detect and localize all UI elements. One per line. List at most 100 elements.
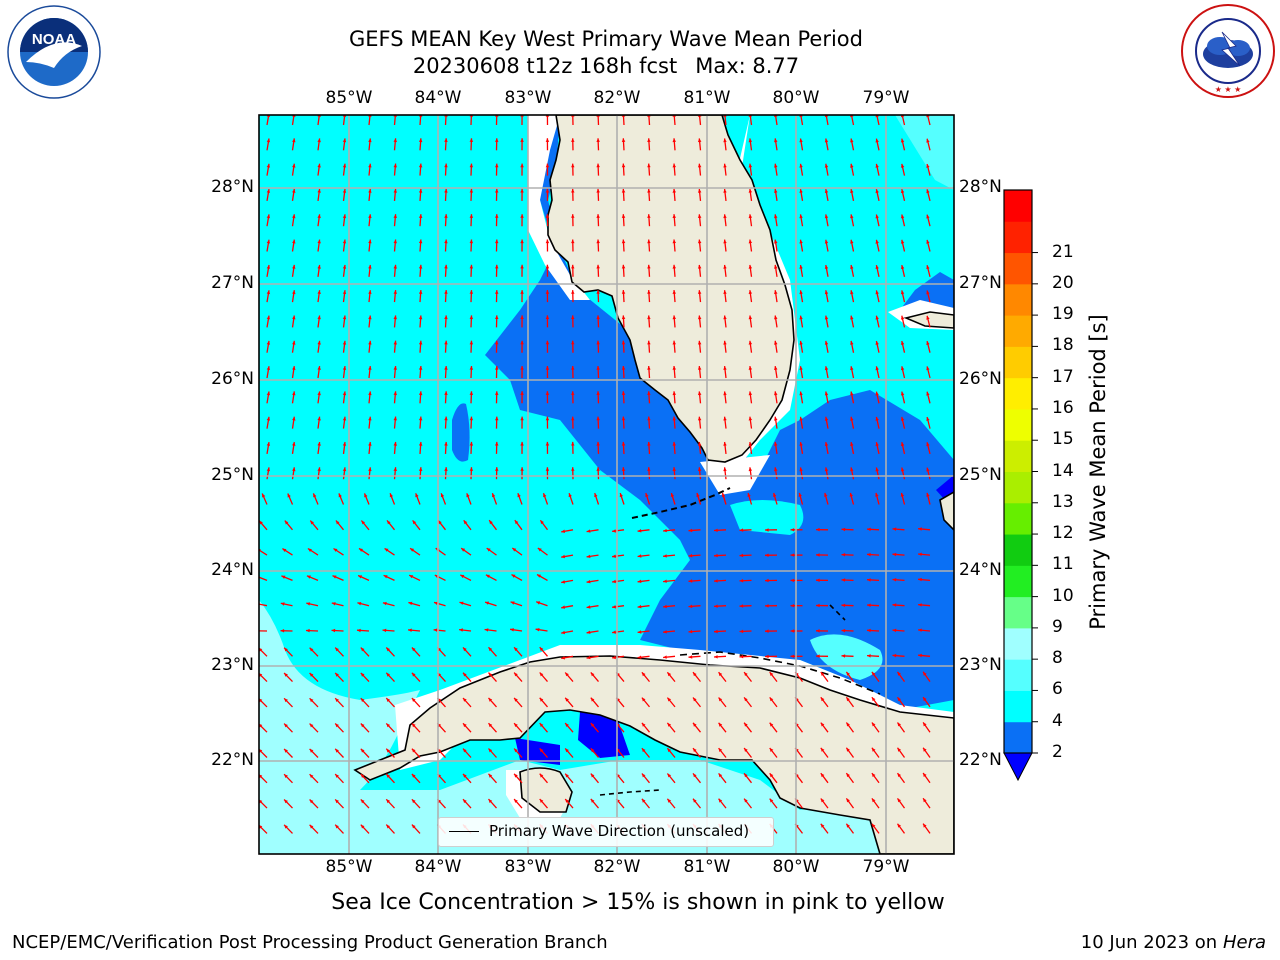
wave-arrowhead	[469, 264, 474, 269]
wave-arrowhead	[386, 748, 390, 753]
wave-arrowhead	[765, 578, 769, 583]
wave-arrowhead	[418, 138, 423, 143]
wave-arrowhead	[923, 671, 927, 676]
wave-arrowhead	[386, 824, 390, 829]
wave-arrowhead	[292, 467, 296, 472]
wave-arrowhead	[799, 239, 803, 244]
wave-arrowhead	[361, 520, 366, 525]
wave-arrowhead	[317, 290, 321, 294]
wave-arrowhead	[317, 264, 321, 269]
wave-arrowhead	[520, 441, 524, 446]
wave-arrowhead	[744, 748, 748, 752]
wave-arrowhead	[596, 441, 600, 446]
wave-arrowhead	[418, 467, 423, 471]
wave-arrowhead	[335, 824, 339, 829]
noaa-logo-text: NOAA	[32, 31, 76, 48]
wave-arrowhead	[850, 340, 854, 345]
wave-arrowhead	[590, 773, 595, 778]
wave-arrowhead	[773, 493, 777, 497]
colorbar-swatch	[1004, 346, 1032, 379]
colorbar-swatch	[1004, 283, 1032, 316]
wave-arrowhead	[444, 264, 448, 269]
wave-arrowhead	[384, 548, 389, 552]
wave-arrowhead	[841, 603, 846, 608]
wave-arrowhead	[342, 416, 347, 421]
wave-arrowhead	[892, 578, 897, 582]
wave-arrowhead	[697, 264, 702, 269]
wave-arrowhead	[748, 467, 753, 472]
wave-arrowhead	[641, 773, 646, 778]
wave-arrowhead	[561, 580, 565, 584]
wave-arrowhead	[672, 163, 676, 168]
wave-arrowhead	[926, 315, 930, 320]
wave-arrowhead	[469, 163, 474, 168]
wave-arrowhead	[463, 748, 467, 753]
wave-arrowhead	[900, 239, 905, 244]
wave-arrowhead	[718, 672, 723, 677]
period-zone-cyan-island	[730, 500, 804, 535]
nearshore-mask-keys	[700, 455, 770, 495]
wave-arrowhead	[357, 628, 361, 633]
wave-arrowhead	[266, 265, 271, 269]
wave-arrowhead	[748, 264, 753, 269]
wave-arrowhead	[672, 315, 676, 320]
wave-arrowhead	[393, 264, 397, 269]
lon-tick-bottom: 84°W	[414, 857, 462, 877]
wave-arrowhead	[495, 366, 499, 370]
colorbar-swatch	[1004, 377, 1032, 410]
wave-arrowhead	[621, 163, 626, 168]
wave-arrowhead	[900, 138, 905, 143]
wave-arrowhead	[670, 493, 675, 497]
wave-arrowhead	[411, 723, 416, 728]
wave-arrowhead	[641, 697, 646, 702]
wave-arrowhead	[799, 340, 803, 345]
wave-arrowhead	[408, 601, 413, 606]
period-zone-2-4-west-blob	[452, 403, 470, 462]
wave-arrowhead	[495, 441, 499, 446]
wave-arrowhead	[586, 655, 591, 660]
colorbar-swatch	[1004, 190, 1032, 222]
wave-arrowhead	[918, 527, 922, 531]
wave-arrowhead	[697, 340, 702, 345]
wave-arrowhead	[774, 315, 778, 320]
wave-arrowhead	[389, 493, 393, 498]
wave-arrowhead	[799, 214, 803, 219]
wave-arrowhead	[418, 214, 423, 218]
wave-arrowhead	[517, 493, 521, 498]
wave-arrowhead	[697, 163, 702, 168]
wave-arrowhead	[596, 290, 600, 294]
wave-arrowhead	[284, 520, 289, 525]
wave-arrowhead	[846, 823, 850, 828]
wave-arrowhead	[520, 340, 524, 345]
coast-cuba-north-cays	[679, 651, 881, 695]
wave-arrowhead	[697, 189, 702, 193]
wave-arrowhead	[667, 697, 672, 702]
wave-arrowhead	[596, 467, 600, 471]
wave-arrowhead	[900, 290, 905, 295]
colorbar-swatch	[1004, 252, 1032, 285]
colorbar-tick-label: 21	[1052, 241, 1074, 262]
wave-arrowhead	[266, 189, 271, 193]
wave-arrowhead	[543, 493, 547, 498]
wave-arrowhead	[342, 189, 347, 193]
wave-arrowhead	[723, 138, 727, 143]
wave-arrowhead	[816, 654, 820, 658]
wave-arrowhead	[488, 672, 493, 677]
wave-arrowhead	[386, 672, 390, 677]
wave-arrowhead	[824, 467, 829, 472]
wave-arrowhead	[469, 467, 474, 471]
wave-arrowhead	[875, 315, 879, 320]
wave-arrowhead	[444, 391, 448, 395]
wave-arrowhead	[266, 138, 271, 143]
legend-line-swatch	[449, 831, 479, 832]
wave-arrowhead	[359, 548, 363, 552]
wave-arrowhead	[484, 628, 489, 632]
wave-arrowhead	[342, 315, 347, 320]
sea-ice-note: Sea Ice Concentration > 15% is shown in …	[331, 890, 945, 915]
wave-arrowhead	[824, 290, 829, 295]
wave-arrowhead	[418, 416, 423, 421]
wave-arrowhead	[408, 628, 412, 632]
lon-tick-bottom: 83°W	[504, 857, 552, 877]
wave-arrowhead	[693, 697, 697, 702]
wave-arrowhead	[571, 264, 575, 269]
